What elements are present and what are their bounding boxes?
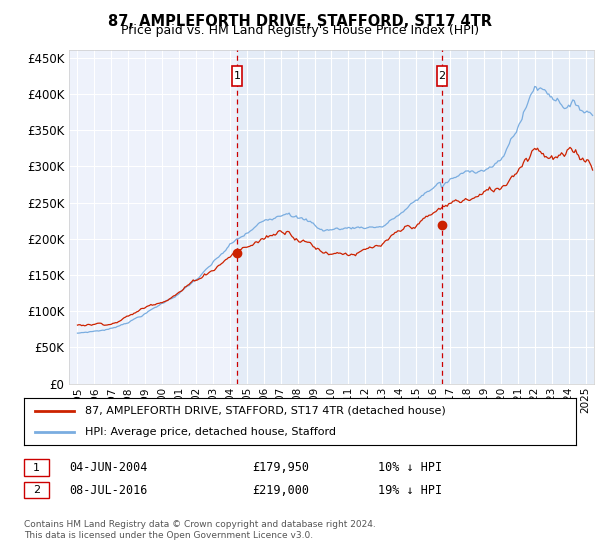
- Text: £179,950: £179,950: [252, 461, 309, 474]
- Text: 10% ↓ HPI: 10% ↓ HPI: [378, 461, 442, 474]
- Text: Contains HM Land Registry data © Crown copyright and database right 2024.: Contains HM Land Registry data © Crown c…: [24, 520, 376, 529]
- Text: 87, AMPLEFORTH DRIVE, STAFFORD, ST17 4TR (detached house): 87, AMPLEFORTH DRIVE, STAFFORD, ST17 4TR…: [85, 406, 445, 416]
- Text: HPI: Average price, detached house, Stafford: HPI: Average price, detached house, Staf…: [85, 427, 336, 437]
- FancyBboxPatch shape: [437, 66, 447, 86]
- Text: 1: 1: [33, 463, 40, 473]
- Text: £219,000: £219,000: [252, 483, 309, 497]
- Text: This data is licensed under the Open Government Licence v3.0.: This data is licensed under the Open Gov…: [24, 531, 313, 540]
- Text: 87, AMPLEFORTH DRIVE, STAFFORD, ST17 4TR: 87, AMPLEFORTH DRIVE, STAFFORD, ST17 4TR: [108, 14, 492, 29]
- FancyBboxPatch shape: [232, 66, 242, 86]
- Text: 1: 1: [233, 71, 241, 81]
- Text: 2: 2: [33, 485, 40, 495]
- Text: 08-JUL-2016: 08-JUL-2016: [69, 483, 148, 497]
- Text: 19% ↓ HPI: 19% ↓ HPI: [378, 483, 442, 497]
- Text: 04-JUN-2004: 04-JUN-2004: [69, 461, 148, 474]
- Text: Price paid vs. HM Land Registry's House Price Index (HPI): Price paid vs. HM Land Registry's House …: [121, 24, 479, 36]
- Bar: [237, 50, 594, 384]
- Text: 2: 2: [439, 71, 445, 81]
